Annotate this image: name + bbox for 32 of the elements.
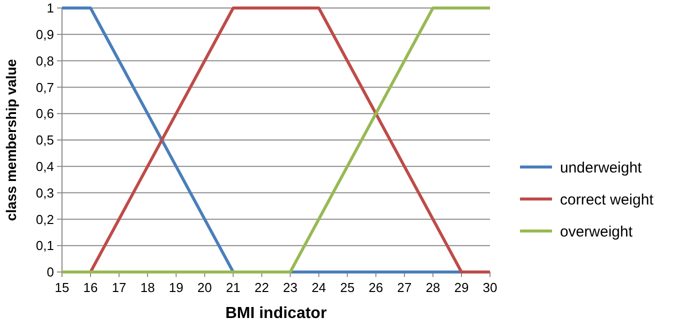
x-tick-label: 27 [397,280,412,295]
x-tick-label: 24 [312,280,326,295]
x-tick-label: 30 [482,280,498,295]
y-tick-label: 0,3 [36,185,54,200]
x-tick-label: 28 [426,280,440,295]
y-tick-label: 0,6 [36,106,54,122]
y-axis-title: class membership value [3,58,19,221]
legend-label: underweight [560,159,643,176]
x-axis-title: BMI indicator [225,305,327,322]
x-tick-label: 29 [454,280,469,295]
y-tick-label: 0,1 [36,238,54,254]
y-tick-label: 0,5 [36,132,54,148]
x-tick-label: 22 [254,280,269,295]
x-tick-label: 21 [226,280,240,295]
y-tick-label: 0,8 [36,53,54,68]
x-tick-label: 25 [340,280,355,295]
y-tick-label: 1 [46,0,54,16]
x-tick-label: 26 [368,280,384,295]
y-tick-label: 0 [46,264,54,280]
y-tick-label: 0,2 [36,212,54,227]
y-tick-label: 0,4 [36,158,54,174]
x-tick-label: 17 [112,280,126,295]
x-tick-label: 15 [54,280,70,295]
x-tick-label: 23 [283,280,298,295]
legend-label: correct weight [560,191,654,208]
x-tick-label: 16 [83,280,98,295]
x-tick-label: 18 [140,280,155,295]
x-tick-label: 19 [168,280,184,295]
x-tick-label: 20 [197,280,212,295]
y-tick-label: 0,7 [36,80,54,95]
y-tick-label: 0,9 [36,26,54,42]
legend-label: overweight [560,223,634,240]
